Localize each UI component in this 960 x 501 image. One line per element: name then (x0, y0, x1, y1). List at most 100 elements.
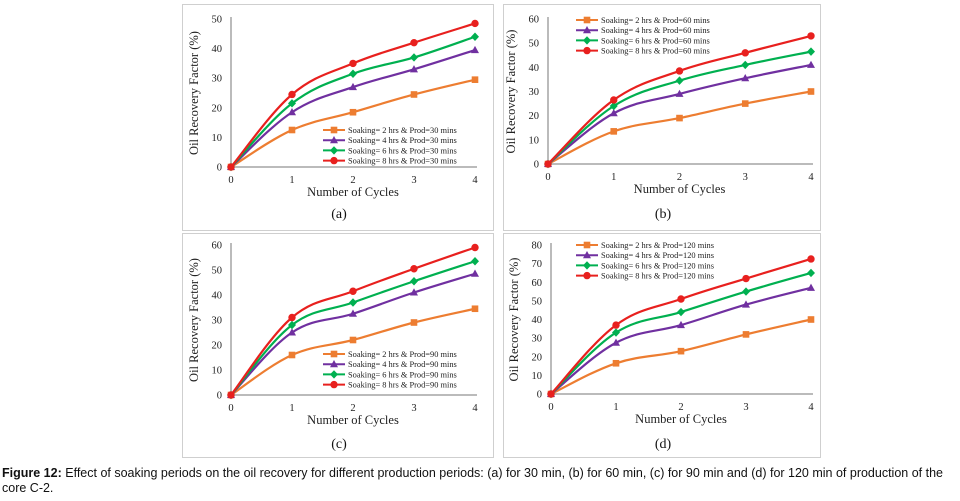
data-point (807, 32, 815, 40)
x-tick-label: 3 (743, 402, 748, 413)
legend-marker (330, 370, 338, 379)
data-point (676, 114, 683, 122)
data-point (349, 59, 357, 68)
y-tick-label: 30 (529, 87, 540, 98)
y-tick-label: 60 (529, 15, 540, 26)
data-point (807, 60, 815, 68)
data-point (410, 319, 418, 326)
series-line (550, 271, 812, 395)
data-point (288, 126, 296, 134)
y-tick-label: 10 (212, 366, 223, 377)
data-point (609, 101, 618, 111)
data-point (742, 274, 750, 283)
y-tick-label: 30 (212, 74, 223, 85)
legend-marker (583, 271, 591, 280)
legend-entry: Soaking= 8 hrs & Prod=30 mins (348, 157, 457, 166)
data-point (807, 268, 815, 278)
chart-panel-b: 0 10 20 30 40 50 60 0 1 2 3 4 Number of Cycles Oil Re… (503, 4, 821, 231)
data-point (288, 328, 296, 336)
legend-entry: Soaking= 8 hrs & Prod=60 mins (601, 47, 710, 56)
y-axis-title: Oil Recovery Factor (%) (187, 258, 201, 382)
x-tick-label: 4 (808, 172, 814, 183)
legend-entry: Soaking= 4 hrs & Prod=90 mins (348, 360, 457, 369)
y-axis-title: Oil Recovery Factor (%) (507, 258, 521, 382)
y-axis-title: Oil Recovery Factor (%) (187, 31, 201, 155)
data-point (741, 60, 750, 70)
x-tick-label: 1 (289, 175, 294, 186)
x-tick-label: 4 (808, 402, 814, 413)
x-tick-label: 0 (545, 172, 550, 183)
legend-marker (583, 46, 591, 55)
data-point (471, 269, 479, 277)
series-line (550, 318, 812, 395)
x-tick-label: 2 (678, 402, 683, 413)
legend-marker (583, 241, 591, 249)
data-point (742, 287, 750, 296)
data-point (410, 38, 418, 47)
y-tick-label: 50 (212, 15, 223, 26)
data-point (349, 108, 357, 116)
data-point (288, 320, 296, 330)
data-point (410, 91, 418, 98)
data-point (742, 300, 750, 308)
legend-marker (330, 156, 338, 165)
data-point (675, 89, 684, 97)
y-tick-label: 10 (212, 133, 223, 144)
y-tick-label: 60 (532, 278, 543, 289)
chart-a-svg: 0 10 20 30 40 50 0 1 2 3 4 Number of Cycles Oil Reco… (187, 15, 479, 199)
x-tick-label: 4 (472, 175, 478, 186)
data-point (609, 109, 618, 117)
legend-entry: Soaking= 6 hrs & Prod=90 mins (348, 370, 457, 379)
x-axis-title: Number of Cycles (634, 182, 726, 196)
x-tick-label: 0 (548, 402, 553, 413)
x-axis-title: Number of Cycles (307, 185, 399, 199)
y-tick-label: 40 (529, 63, 540, 74)
data-point (612, 321, 620, 329)
legend-entry: Soaking= 6 hrs & Prod=30 mins (348, 146, 457, 155)
y-tick-label: 50 (212, 266, 223, 277)
data-point (349, 298, 357, 307)
data-point (677, 295, 685, 303)
legend-entry: Soaking= 4 hrs & Prod=30 mins (348, 136, 457, 145)
y-tick-label: 10 (529, 135, 540, 146)
y-axis-title: Oil Recovery Factor (%) (504, 30, 518, 154)
legend-entry: Soaking= 6 hrs & Prod=120 mins (601, 261, 714, 270)
legend-entry: Soaking= 2 hrs & Prod=30 mins (348, 126, 457, 135)
data-point (471, 243, 479, 252)
x-tick-label: 3 (743, 172, 748, 183)
legend-marker (583, 261, 591, 270)
x-tick-label: 3 (411, 403, 416, 414)
x-axis-title: Number of Cycles (307, 413, 399, 427)
y-tick-label: 50 (532, 296, 543, 307)
data-point (471, 305, 479, 313)
y-tick-label: 20 (212, 341, 223, 352)
data-point (471, 32, 479, 41)
data-point (612, 359, 620, 367)
data-point (410, 65, 418, 73)
panel-label-d: (d) (654, 437, 672, 452)
data-point (349, 69, 357, 78)
chart-b-svg: 0 10 20 30 40 50 60 0 1 2 3 4 Number of Cycles Oil Re… (504, 15, 815, 196)
data-point (677, 347, 685, 355)
y-tick-label: 0 (534, 160, 539, 171)
data-point (677, 320, 685, 329)
figure-caption: Figure 12: Effect of soaking periods on … (2, 466, 958, 496)
x-tick-label: 2 (350, 403, 355, 414)
data-point (410, 53, 418, 62)
series-line (230, 49, 476, 168)
legend-entry: Soaking= 8 hrs & Prod=90 mins (348, 381, 457, 390)
data-point (807, 47, 815, 56)
data-point (610, 96, 618, 104)
data-point (288, 313, 296, 322)
x-tick-label: 0 (228, 175, 233, 186)
legend-entry: Soaking= 2 hrs & Prod=60 mins (601, 16, 710, 25)
y-tick-label: 40 (212, 291, 223, 302)
panel-label-a: (a) (331, 207, 347, 222)
y-tick-label: 0 (217, 391, 222, 402)
legend-entry: Soaking= 2 hrs & Prod=90 mins (348, 350, 457, 359)
y-tick-label: 0 (217, 163, 222, 174)
chart-panel-c: 0 10 20 30 40 50 60 0 1 2 3 4 Number of Cycles Oil Re… (182, 233, 494, 458)
